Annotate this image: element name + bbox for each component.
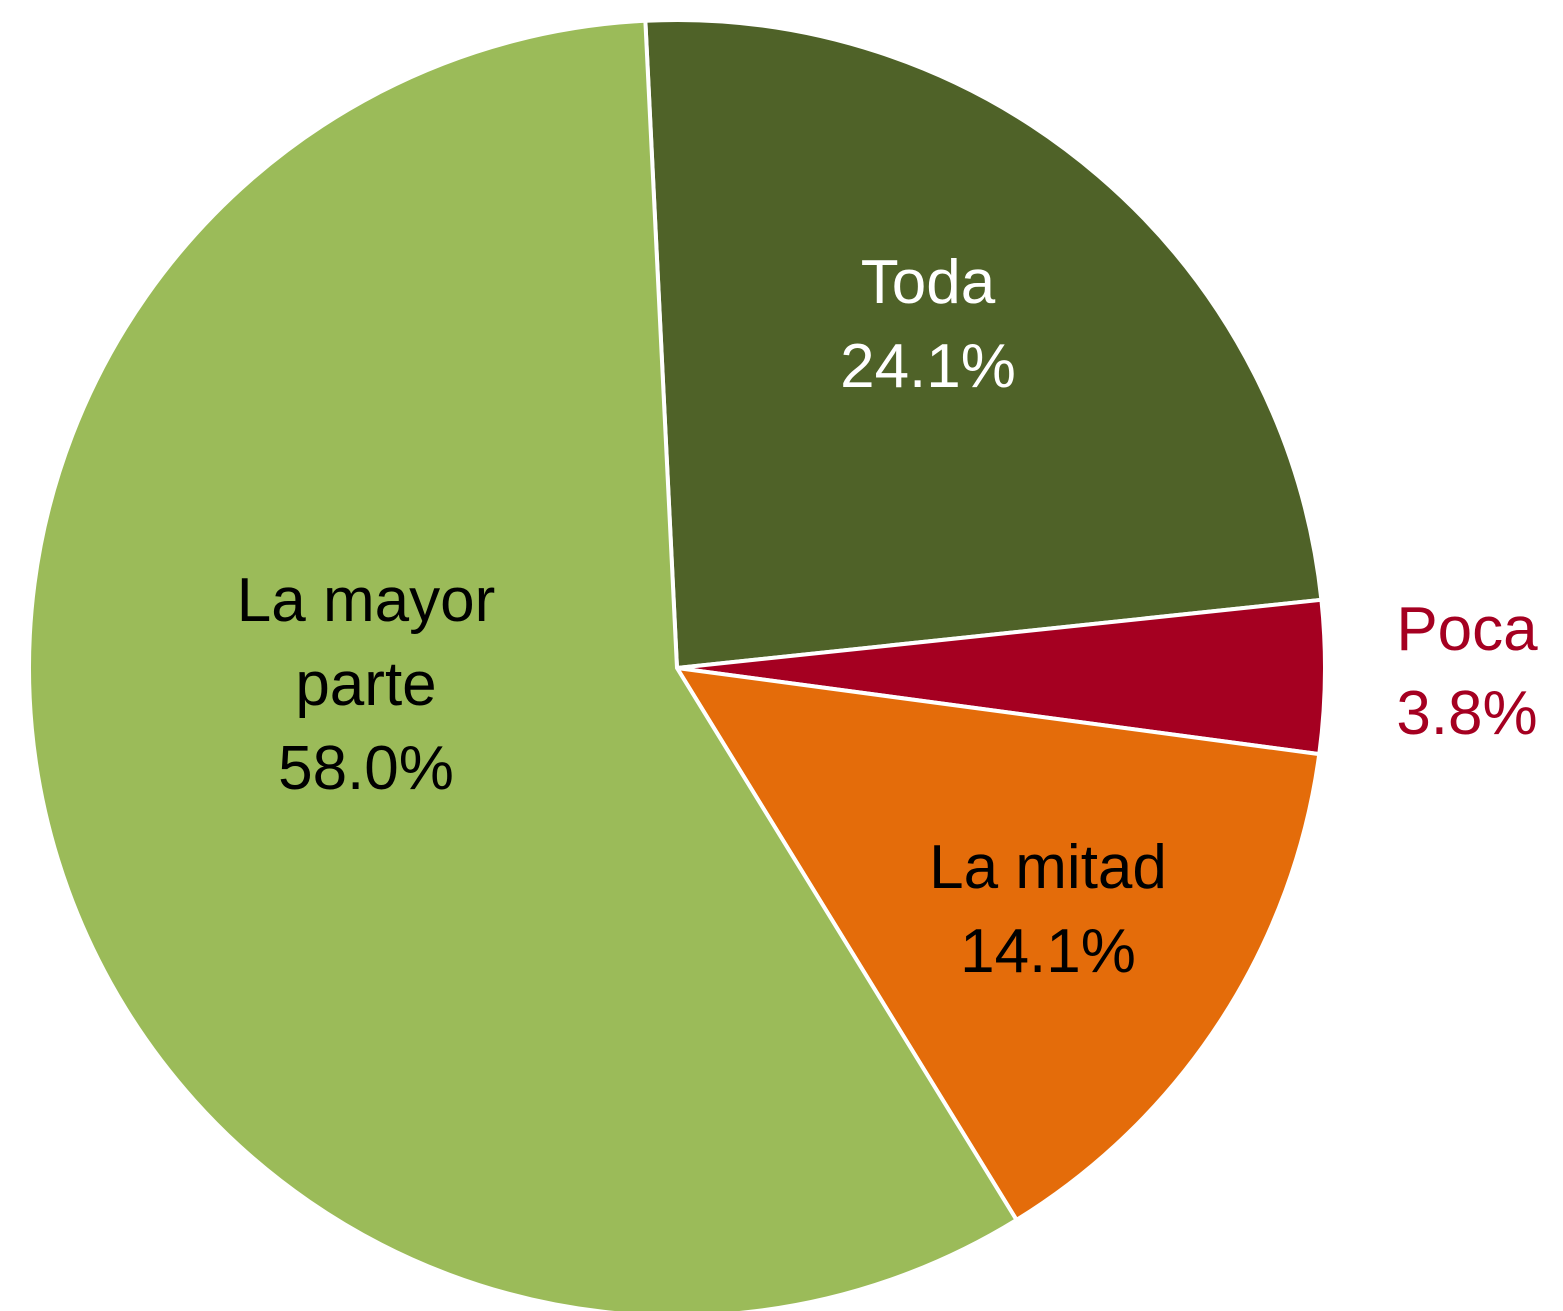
category-label: La mayor parte [236,566,496,719]
pie-slice [27,18,1019,1311]
pie-slice [675,666,1322,1222]
category-label: Toda [860,248,996,317]
category-label: La mitad [929,833,1167,902]
category-label: Poca [1396,595,1538,664]
value-label: 58.0% [278,734,454,803]
slice-label: Poca 3.8% [1372,588,1562,756]
value-label: 3.8% [1396,679,1538,748]
slice-label: La mayor parte 58.0% [196,559,536,811]
slice-label: Toda 24.1% [718,241,1138,409]
value-label: 24.1% [840,332,1016,401]
value-label: 14.1% [960,917,1136,986]
slice-label: La mitad 14.1% [838,826,1258,994]
pie-slice [643,18,1324,670]
